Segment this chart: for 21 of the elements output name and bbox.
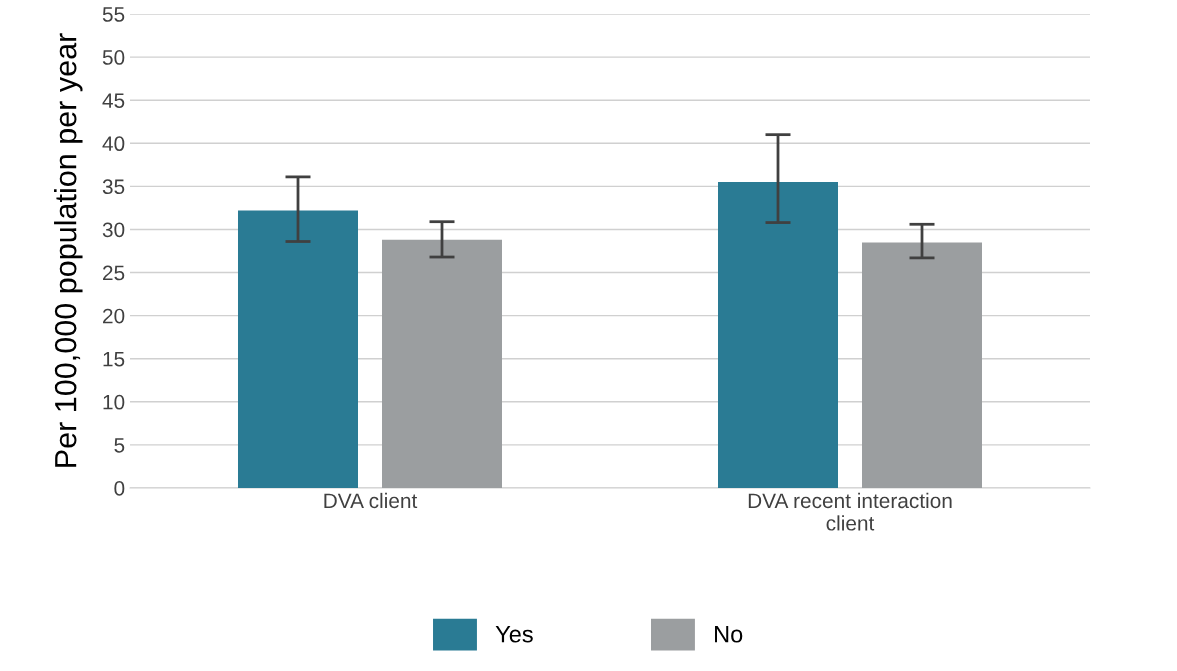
bar	[862, 242, 982, 488]
y-axis-title: Per 100,000 population per year	[54, 33, 83, 467]
legend-label: No	[715, 626, 743, 643]
y-tick-label: 50	[102, 50, 125, 65]
y-tick-label: 45	[102, 93, 125, 108]
y-tick-label: 20	[103, 308, 125, 324]
y-tick-label: 0	[114, 481, 125, 496]
y-tick-label: 15	[103, 351, 125, 367]
y-tick-label: 55	[102, 7, 125, 22]
bar	[238, 210, 358, 488]
y-tick-label: 10	[103, 394, 125, 410]
y-tick-label: 40	[102, 136, 125, 152]
bar	[382, 239, 502, 488]
y-tick-label: 35	[102, 179, 125, 195]
x-tick-label: DVA client	[324, 492, 418, 509]
x-tick-label: DVA recent interaction client	[748, 492, 952, 531]
bar	[718, 182, 838, 488]
legend-label: Yes	[495, 626, 533, 643]
y-tick-label: 5	[114, 438, 125, 453]
y-tick-label: 30	[102, 222, 125, 238]
y-tick-label: 25	[103, 265, 125, 281]
